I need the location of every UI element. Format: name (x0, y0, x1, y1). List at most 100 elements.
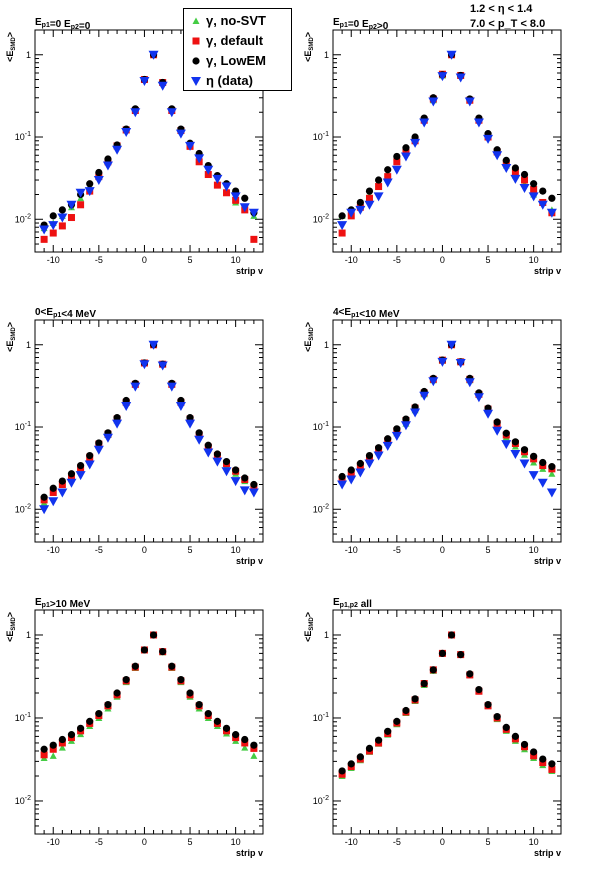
data-point (222, 457, 231, 466)
data-point (539, 755, 547, 763)
data-point (338, 212, 346, 220)
data-point (546, 488, 557, 498)
data-point (177, 676, 185, 684)
data-point (48, 497, 59, 507)
data-point (232, 731, 240, 739)
chart-panel-5: -10 -5 0 5 10 10-2 10-1 1 strip v <ESMD> Ep1>10 Me… (5, 597, 264, 858)
data-point (77, 724, 85, 732)
data-point (75, 471, 86, 481)
y-tick-label: 10-1 (313, 421, 329, 432)
legend-marker (191, 77, 201, 86)
data-point (364, 200, 375, 210)
data-point (175, 129, 186, 139)
data-point (393, 425, 401, 433)
data-point (548, 463, 556, 471)
data-point (148, 50, 159, 60)
data-point (338, 472, 346, 481)
data-point (194, 435, 205, 445)
legend-marker (192, 57, 200, 65)
data-point (502, 429, 510, 437)
y-tick-label: 10-2 (313, 213, 329, 224)
data-point (355, 205, 366, 215)
legend-marker-icon (191, 77, 201, 86)
data-point (402, 144, 410, 152)
data-point (77, 461, 85, 470)
data-point (67, 470, 76, 478)
y-axis-label: <ESMD> (5, 32, 17, 62)
data-point (166, 382, 177, 392)
y-tick-label: 10-1 (15, 421, 31, 432)
data-point (40, 235, 48, 243)
data-point (58, 735, 66, 744)
legend-marker-icon (192, 17, 200, 24)
data-point (373, 192, 384, 202)
data-point (530, 180, 538, 188)
x-tick-label: 10 (529, 255, 539, 265)
data-point (365, 451, 374, 460)
data-point (203, 165, 214, 175)
data-point (411, 133, 419, 141)
data-point (382, 178, 393, 188)
data-point (402, 706, 410, 715)
data-point (213, 450, 221, 458)
data-point (195, 429, 203, 437)
data-point (337, 221, 348, 231)
data-point (195, 700, 203, 709)
y-axis-label: <ESMD> (303, 612, 315, 642)
data-point (58, 477, 66, 485)
data-point (222, 724, 231, 732)
legend-label: γ, LowEM (206, 53, 266, 68)
legend-entry: γ, default (184, 31, 291, 51)
data-point (49, 229, 57, 237)
y-tick-label: 10-2 (313, 795, 329, 806)
legend-entry: γ, LowEM (184, 51, 291, 71)
data-point (355, 468, 366, 478)
data-point (113, 414, 121, 422)
data-point (356, 198, 364, 207)
y-tick-label: 1 (324, 630, 329, 640)
y-tick-label: 10-2 (15, 795, 31, 806)
chart-panel-6: -10 -5 0 5 10 10-2 10-1 1 strip v <ESMD> Ep1,p2 al… (303, 597, 562, 858)
x-tick-label: -5 (95, 837, 103, 847)
data-point (384, 166, 392, 174)
x-tick-label: -10 (47, 837, 60, 847)
x-tick-label: 5 (486, 545, 491, 555)
data-point (112, 145, 123, 155)
data-point (203, 448, 214, 458)
data-point (250, 741, 258, 749)
data-point (446, 50, 457, 60)
x-tick-label: 5 (188, 545, 193, 555)
data-point (375, 183, 383, 191)
data-point (530, 752, 538, 760)
data-point (212, 174, 223, 184)
data-point (250, 235, 258, 243)
data-point (102, 161, 113, 171)
data-point (521, 176, 529, 184)
data-point (420, 679, 428, 688)
x-tick-label: 5 (188, 837, 193, 847)
data-point (241, 735, 249, 744)
panel-title: Ep1>10 MeV (35, 597, 90, 610)
x-tick-label: 10 (529, 545, 539, 555)
data-point (204, 709, 212, 718)
data-point (520, 446, 529, 454)
data-point (548, 760, 556, 768)
data-point (241, 744, 249, 751)
data-point (185, 141, 196, 151)
data-point (530, 748, 538, 756)
data-point (104, 155, 112, 163)
data-point (475, 685, 483, 694)
data-point (483, 134, 494, 144)
data-point (49, 212, 57, 220)
data-point (520, 170, 529, 179)
x-tick-label: -5 (95, 545, 103, 555)
data-point (428, 377, 439, 387)
data-point (347, 466, 355, 474)
data-point (186, 689, 194, 697)
x-tick-label: 10 (231, 545, 241, 555)
data-point (411, 695, 419, 703)
data-point (464, 97, 475, 107)
data-point (338, 229, 346, 237)
data-point (539, 187, 547, 195)
data-point (93, 176, 104, 186)
